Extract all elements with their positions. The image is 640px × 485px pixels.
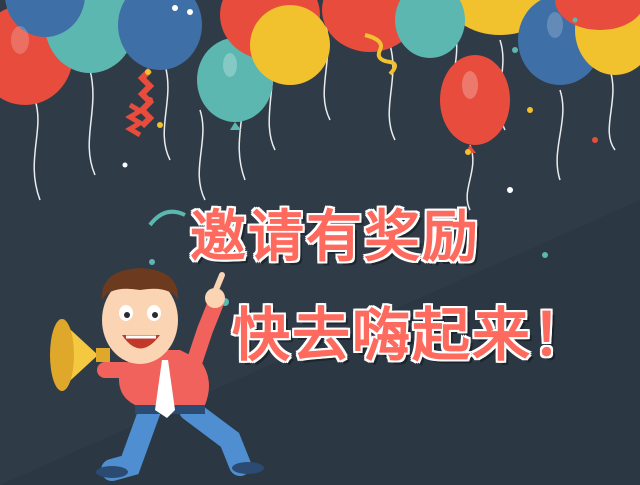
megaphone-icon xyxy=(50,319,110,391)
streamer-icon xyxy=(148,209,186,227)
balloon-icon xyxy=(555,0,640,30)
headline-line-1: 邀请有奖励 xyxy=(190,205,480,270)
cheering-man-illustration xyxy=(50,268,264,481)
confetti-icon xyxy=(122,5,598,306)
balloon-icon xyxy=(395,0,465,58)
balloon-icon xyxy=(250,5,330,85)
streamer-icon xyxy=(125,102,145,138)
streamer-icon xyxy=(137,67,155,129)
balloon-icon xyxy=(118,0,202,70)
balloon-icon xyxy=(440,55,510,145)
balloon-icon xyxy=(5,0,85,37)
streamer-icon xyxy=(364,33,397,76)
balloon-icon xyxy=(322,0,418,52)
headline-line-2: 快去嗨起来！ xyxy=(232,301,593,369)
balloon-cluster xyxy=(0,0,640,153)
